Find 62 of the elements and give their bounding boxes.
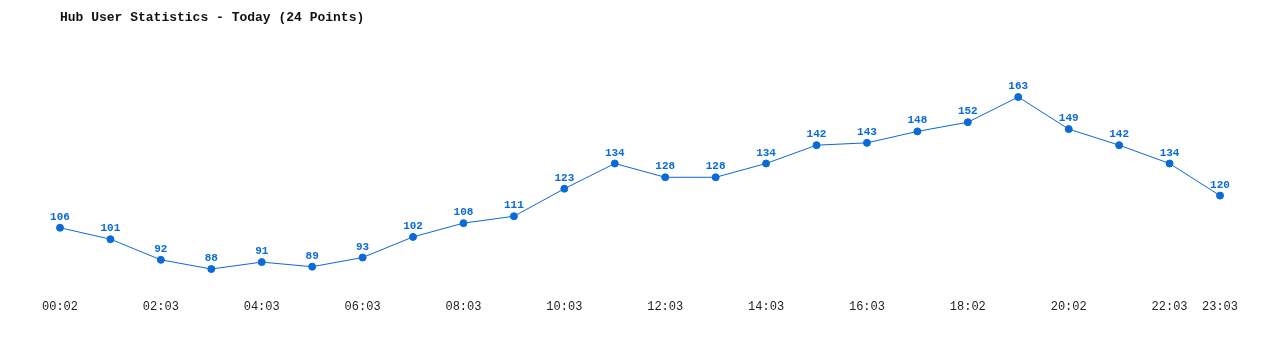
data-label: 93 (356, 240, 370, 253)
data-label: 128 (705, 160, 726, 173)
data-label: 120 (1210, 178, 1230, 191)
point (509, 212, 518, 221)
point (207, 265, 216, 273)
point (812, 141, 821, 150)
point (56, 223, 64, 232)
point (409, 232, 418, 241)
data-label: 142 (1109, 128, 1130, 141)
point (661, 173, 670, 182)
point (1115, 141, 1124, 150)
point (1216, 191, 1224, 200)
point (156, 255, 165, 264)
data-label: 134 (604, 146, 626, 159)
point (560, 184, 569, 193)
x-tick-label: 16:03 (848, 299, 885, 314)
point (862, 138, 871, 147)
data-label: 134 (756, 146, 777, 159)
x-tick-label: 04:03 (243, 299, 280, 314)
point (257, 258, 266, 267)
point (308, 262, 317, 271)
x-tick-label: 10:03 (546, 299, 583, 314)
x-tick-label: 22:03 (1151, 299, 1188, 314)
point (358, 253, 367, 262)
point (762, 159, 771, 168)
data-label: 123 (554, 171, 575, 184)
data-label: 88 (204, 252, 219, 264)
point (1014, 93, 1023, 101)
data-label: 149 (1058, 112, 1079, 125)
data-label: 108 (453, 206, 474, 219)
x-tick-label: 18:02 (949, 299, 986, 314)
data-label: 92 (154, 242, 168, 255)
x-tick-label: 06:03 (344, 299, 381, 314)
x-tick-label: 02:03 (142, 299, 179, 314)
point (1064, 125, 1073, 134)
x-tick-label: 14:03 (748, 299, 785, 314)
point (106, 235, 115, 244)
data-label: 89 (305, 249, 319, 262)
x-tick-label: 20:02 (1050, 299, 1087, 314)
x-tick-label: 00:02 (41, 299, 79, 314)
data-label: 152 (957, 105, 978, 118)
point (610, 159, 619, 168)
data-label: 128 (655, 160, 676, 173)
x-tick-label: 12:03 (647, 299, 684, 314)
data-label: 111 (504, 199, 525, 212)
x-tick-label: 08:03 (445, 299, 482, 314)
data-label: 106 (50, 210, 70, 223)
point (913, 127, 922, 136)
data-label: 142 (806, 128, 827, 141)
chart-title: Hub User Statistics - Today (24 Points) (60, 10, 365, 25)
data-label: 148 (907, 114, 928, 127)
data-label: 163 (1008, 80, 1029, 92)
data-label: 101 (100, 222, 121, 235)
data-label: 91 (255, 245, 269, 258)
point (1165, 159, 1174, 168)
data-label: 143 (857, 125, 878, 138)
point (459, 219, 468, 228)
x-tick-label: 23:03 (1201, 299, 1239, 314)
point (963, 118, 972, 127)
data-label: 134 (1159, 146, 1180, 159)
data-label: 102 (403, 219, 423, 232)
point (711, 173, 720, 182)
